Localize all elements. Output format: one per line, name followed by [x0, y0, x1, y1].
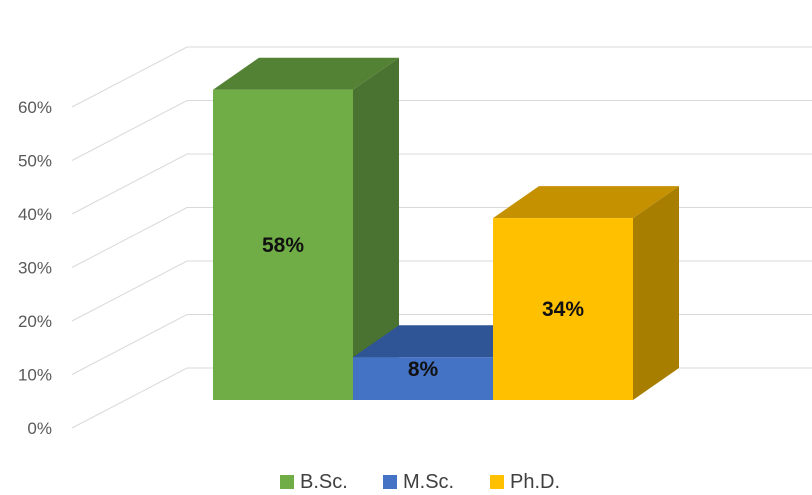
data-label: 8% — [408, 358, 439, 381]
legend-swatch — [383, 475, 397, 489]
legend-item: Ph.D. — [490, 471, 560, 493]
bar-top — [213, 57, 399, 90]
legend-swatch — [490, 475, 504, 489]
y-tick-label: 40% — [18, 205, 52, 224]
gridlines — [71, 46, 812, 429]
gridline — [71, 46, 812, 108]
bar-front — [493, 218, 633, 400]
bar-front — [353, 357, 493, 400]
bar-side — [633, 186, 679, 400]
y-tick-label: 20% — [18, 312, 52, 331]
bar-side — [353, 57, 399, 400]
legend-item: M.Sc. — [383, 471, 454, 493]
bar-front — [213, 89, 353, 400]
bars — [213, 57, 679, 400]
legend: B.Sc. M.Sc. Ph.D. — [280, 471, 560, 493]
gridline — [71, 153, 812, 215]
gridline — [71, 207, 812, 268]
legend-label: B.Sc. — [300, 471, 348, 493]
y-tick-label: 0% — [27, 419, 52, 438]
legend-label: Ph.D. — [510, 471, 560, 493]
legend-swatch — [280, 475, 294, 489]
bar-bsc — [213, 57, 399, 400]
data-label: 58% — [262, 234, 304, 257]
bar-top — [353, 325, 539, 358]
y-tick-label: 30% — [18, 259, 52, 278]
gridline — [71, 100, 812, 161]
legend-item: B.Sc. — [280, 471, 348, 493]
y-tick-label: 50% — [18, 152, 52, 171]
y-tick-label: 10% — [18, 366, 52, 385]
gridline — [71, 260, 812, 322]
bar-phd — [493, 186, 679, 400]
y-axis-tick-labels: 0% 10% 20% 30% 40% 50% 60% — [18, 98, 52, 438]
data-label: 34% — [542, 298, 584, 321]
bar-top — [493, 186, 679, 219]
legend-label: M.Sc. — [403, 471, 454, 493]
data-labels: 58% 8% 34% — [262, 234, 584, 381]
y-tick-label: 60% — [18, 98, 52, 117]
